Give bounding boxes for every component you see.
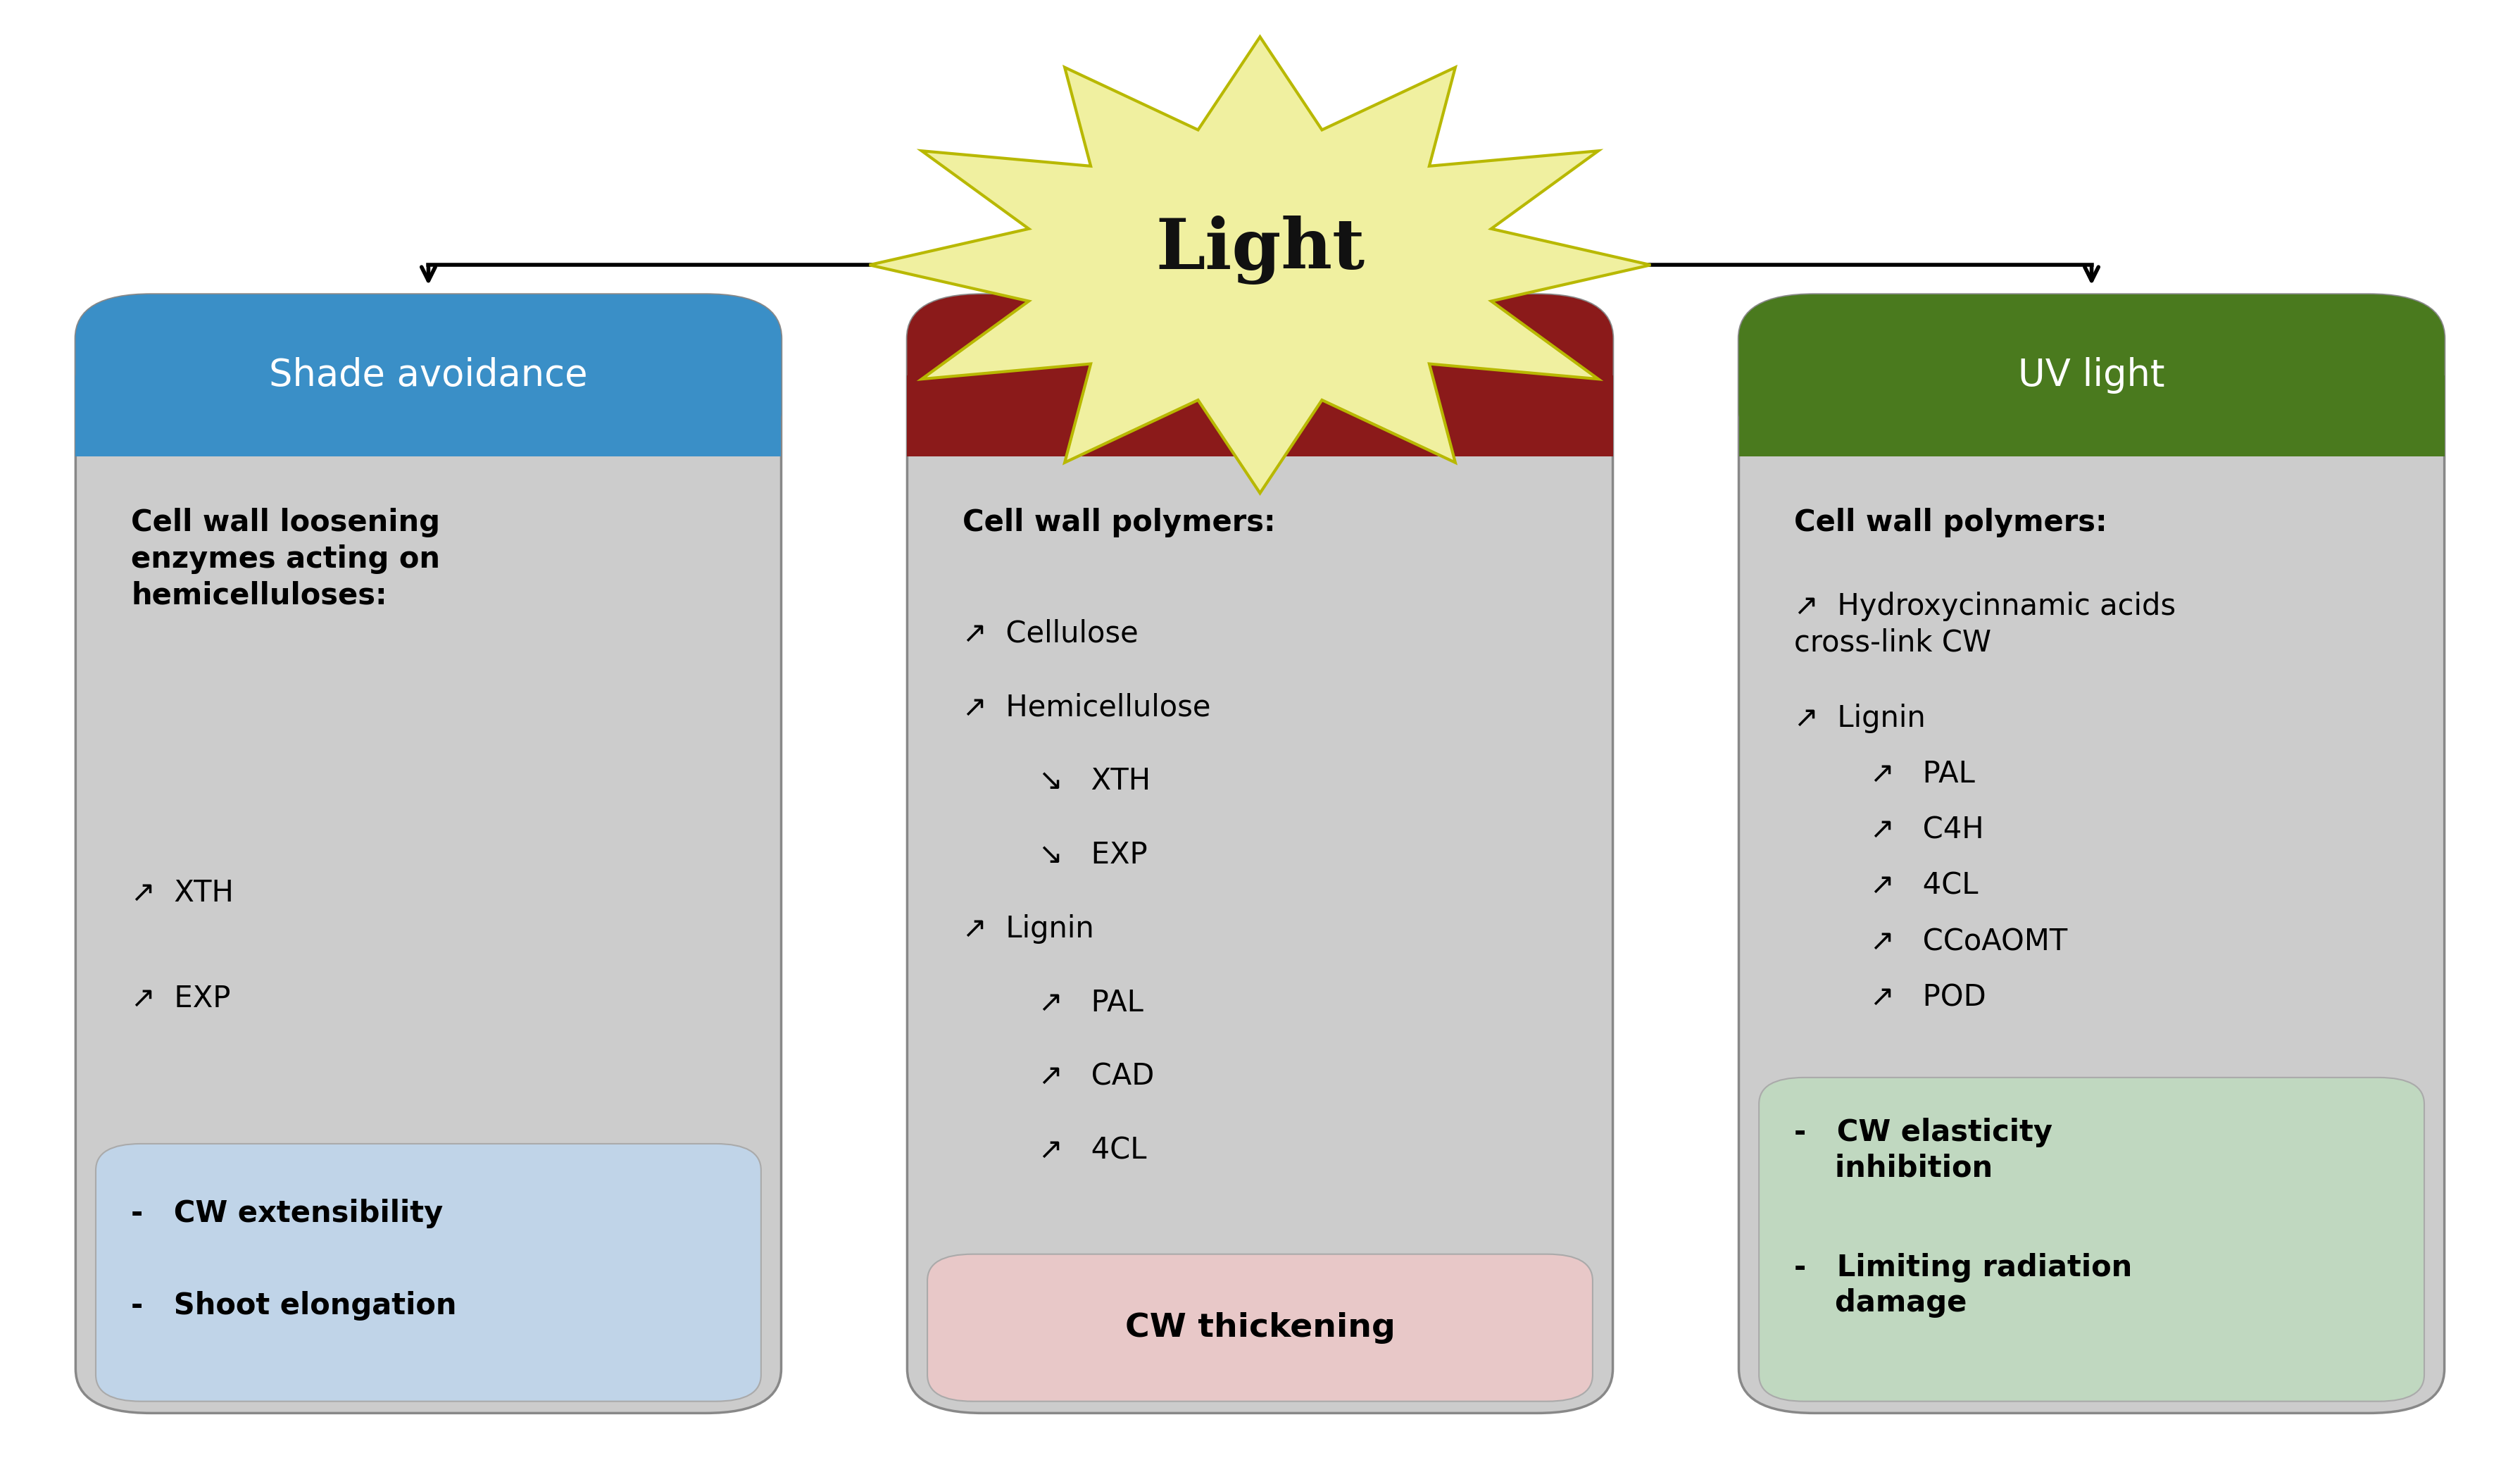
Text: ↗   C4H: ↗ C4H <box>1870 815 1983 845</box>
FancyBboxPatch shape <box>907 294 1613 456</box>
Text: -   Shoot elongation: - Shoot elongation <box>131 1291 456 1320</box>
Text: ↗  XTH: ↗ XTH <box>131 879 234 908</box>
Text: ↗   PAL: ↗ PAL <box>1870 760 1976 789</box>
FancyBboxPatch shape <box>1739 294 2444 456</box>
Text: Light: Light <box>1154 216 1366 284</box>
Text: UV light: UV light <box>2019 358 2165 393</box>
Text: -   CW elasticity
    inhibition: - CW elasticity inhibition <box>1794 1119 2054 1183</box>
Text: ↗  Cellulose: ↗ Cellulose <box>963 618 1139 648</box>
Text: -   CW extensibility: - CW extensibility <box>131 1198 444 1229</box>
Bar <box>76 375 781 456</box>
Text: ↗   4CL: ↗ 4CL <box>1038 1136 1147 1166</box>
Text: -   Limiting radiation
    damage: - Limiting radiation damage <box>1794 1253 2132 1317</box>
Text: ↘   XTH: ↘ XTH <box>1038 767 1149 796</box>
Text: ↗  Lignin: ↗ Lignin <box>963 914 1094 944</box>
Bar <box>1739 375 2444 456</box>
Text: ↗   POD: ↗ POD <box>1870 983 1986 1013</box>
Text: ↗  Lignin: ↗ Lignin <box>1794 704 1925 733</box>
FancyBboxPatch shape <box>76 294 781 456</box>
Text: ↗   PAL: ↗ PAL <box>1038 988 1144 1017</box>
Polygon shape <box>869 37 1651 493</box>
FancyBboxPatch shape <box>927 1254 1593 1401</box>
Bar <box>907 375 1613 456</box>
Text: ↗  Hydroxycinnamic acids
cross-link CW: ↗ Hydroxycinnamic acids cross-link CW <box>1794 592 2175 658</box>
Text: Cell wall loosening
enzymes acting on
hemicelluloses:: Cell wall loosening enzymes acting on he… <box>131 508 441 611</box>
Text: ↗   CCoAOMT: ↗ CCoAOMT <box>1870 927 2066 957</box>
Text: ↘   EXP: ↘ EXP <box>1038 841 1147 870</box>
FancyBboxPatch shape <box>1759 1078 2424 1401</box>
FancyBboxPatch shape <box>96 1144 761 1401</box>
Text: ↗   4CL: ↗ 4CL <box>1870 871 1978 901</box>
Text: Light irradiance: Light irradiance <box>1114 358 1406 393</box>
Text: CW thickening: CW thickening <box>1124 1312 1396 1344</box>
Text: Cell wall polymers:: Cell wall polymers: <box>963 508 1275 537</box>
FancyBboxPatch shape <box>76 294 781 1413</box>
Text: ↗  Hemicellulose: ↗ Hemicellulose <box>963 693 1210 723</box>
FancyBboxPatch shape <box>1739 294 2444 1413</box>
Text: ↗   CAD: ↗ CAD <box>1038 1063 1154 1092</box>
FancyBboxPatch shape <box>907 294 1613 1413</box>
Text: ↗  EXP: ↗ EXP <box>131 985 232 1014</box>
Text: Cell wall polymers:: Cell wall polymers: <box>1794 508 2107 537</box>
Text: Shade avoidance: Shade avoidance <box>270 358 587 393</box>
